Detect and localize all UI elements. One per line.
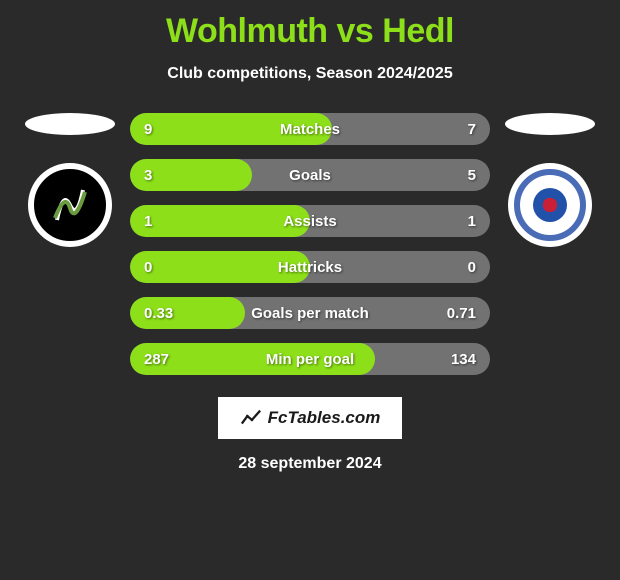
stat-value-left: 287	[144, 351, 169, 368]
stat-bar-matches: 9 Matches 7	[130, 113, 490, 145]
stat-label: Goals per match	[251, 305, 369, 322]
footer-brand-badge[interactable]: FcTables.com	[218, 397, 403, 439]
stat-label: Min per goal	[266, 351, 354, 368]
right-team-logo	[508, 163, 592, 247]
left-logo-svg	[45, 180, 95, 230]
stat-value-left: 1	[144, 213, 152, 230]
footer-brand-text: FcTables.com	[268, 408, 381, 428]
stat-value-left: 9	[144, 121, 152, 138]
stats-bars: 9 Matches 7 3 Goals 5 1 Assists 1 0 Hattricks 0 0.33…	[130, 113, 490, 375]
stat-label: Matches	[280, 121, 340, 138]
stat-value-right: 5	[468, 167, 476, 184]
stat-label: Assists	[283, 213, 336, 230]
stat-label: Hattricks	[278, 259, 342, 276]
comparison-container: Wohlmuth vs Hedl Club competitions, Seas…	[0, 0, 620, 580]
chart-area: 9 Matches 7 3 Goals 5 1 Assists 1 0 Hattricks 0 0.33…	[10, 113, 610, 375]
stat-value-left: 0.33	[144, 305, 173, 322]
stat-value-right: 0.71	[447, 305, 476, 322]
stat-label: Goals	[289, 167, 331, 184]
stat-value-right: 1	[468, 213, 476, 230]
stat-value-right: 0	[468, 259, 476, 276]
right-name-banner	[505, 113, 595, 135]
chart-line-icon	[240, 407, 262, 429]
left-team-logo	[28, 163, 112, 247]
right-logo-inner	[520, 175, 580, 235]
stat-bar-goals-per-match: 0.33 Goals per match 0.71	[130, 297, 490, 329]
right-team-column	[500, 113, 600, 247]
stat-bar-goals: 3 Goals 5	[130, 159, 490, 191]
right-logo-center	[533, 188, 567, 222]
date-text: 28 september 2024	[238, 455, 381, 473]
stat-value-right: 134	[451, 351, 476, 368]
stat-bar-min-per-goal: 287 Min per goal 134	[130, 343, 490, 375]
stat-bar-hattricks: 0 Hattricks 0	[130, 251, 490, 283]
page-title: Wohlmuth vs Hedl	[166, 12, 454, 51]
stat-value-left: 3	[144, 167, 152, 184]
stat-bar-assists: 1 Assists 1	[130, 205, 490, 237]
left-team-column	[20, 113, 120, 247]
left-name-banner	[25, 113, 115, 135]
subtitle: Club competitions, Season 2024/2025	[167, 65, 452, 83]
stat-value-left: 0	[144, 259, 152, 276]
stat-value-right: 7	[468, 121, 476, 138]
